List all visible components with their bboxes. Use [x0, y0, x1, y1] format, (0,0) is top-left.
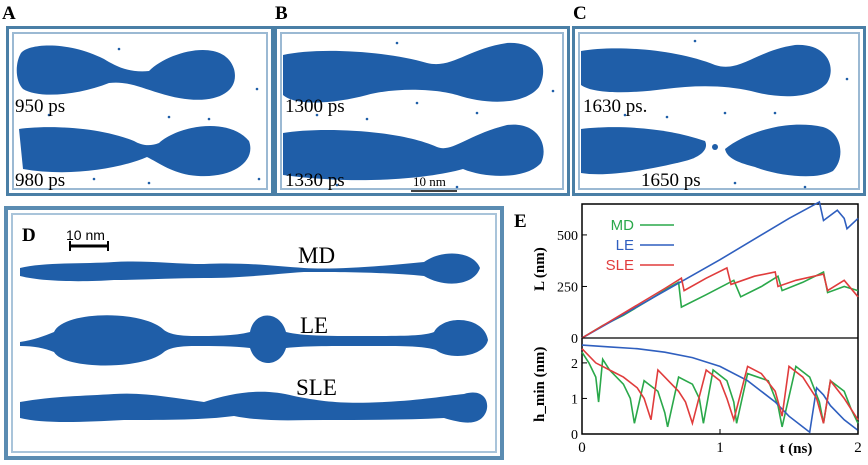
scattered-particles-c	[623, 39, 849, 189]
panel-label-e: E	[514, 211, 527, 232]
legend-label-le: LE	[616, 237, 634, 254]
scale-bar-label-d: 10 nm	[66, 227, 105, 243]
time-label-c-bottom: 1650 ps	[641, 170, 701, 191]
panel-b-frame: 1300 ps 1330 ps 10 nm	[274, 26, 570, 196]
scattered-particles-a	[47, 47, 261, 185]
row-label-md: MD	[298, 243, 336, 268]
time-label-b-top: 1300 ps	[285, 96, 345, 117]
panel-a-frame: 950 ps 980 ps	[6, 26, 274, 196]
xtick-label: 0	[578, 440, 586, 456]
panel-label-c: C	[573, 3, 587, 24]
panel-e-charts: 0 250 500 0 1 2 0 1 2 L (nm) h_min (nm) t (ns) MD LE S…	[532, 200, 862, 457]
time-label-a-bottom: 980 ps	[15, 170, 66, 191]
profile-le	[20, 315, 488, 366]
row-label-le: LE	[300, 313, 329, 338]
droplet-a-top	[16, 45, 235, 100]
panel-d-profiles	[20, 241, 488, 423]
droplet-a-bottom	[19, 126, 251, 177]
length-series-md	[581, 270, 859, 339]
profile-sle	[20, 391, 488, 423]
droplet-c-top	[581, 44, 831, 97]
ytick-label-bottom: 1	[571, 392, 578, 407]
panel-c-snapshots	[581, 39, 849, 189]
xlabel: t (ns)	[779, 441, 812, 457]
time-label-c-top: 1630 ps.	[583, 96, 648, 117]
ylabel-top: L (nm)	[532, 247, 548, 291]
panel-a-snapshots	[16, 45, 261, 185]
panel-b-snapshots	[283, 41, 555, 192]
hmin-series-sle	[581, 348, 859, 427]
time-label-a-top: 950 ps	[15, 96, 66, 117]
panel-label-a: A	[2, 3, 16, 24]
droplet-c-left-bottom	[581, 127, 707, 175]
droplet-c-right-bottom	[725, 124, 841, 177]
xtick-label: 1	[716, 440, 724, 456]
panel-label-d: D	[22, 225, 36, 246]
ylabel-bottom: h_min (nm)	[532, 347, 548, 422]
legend-label-sle: SLE	[606, 257, 634, 274]
length-series-sle	[581, 266, 859, 339]
length-series-le	[581, 200, 859, 339]
ytick-label-bottom: 0	[571, 428, 578, 443]
panel-label-b: B	[275, 3, 288, 24]
time-label-b-bottom: 1330 ps	[285, 170, 345, 191]
droplet-b-bottom	[283, 124, 544, 181]
panel-c-frame: 1630 ps. 1650 ps	[572, 26, 866, 196]
droplet-b-top	[283, 42, 544, 103]
ytick-label-top: 500	[557, 229, 578, 244]
scale-bar-label-b: 10 nm	[413, 174, 446, 189]
legend-label-md: MD	[611, 217, 634, 234]
row-label-sle: SLE	[296, 375, 337, 400]
ytick-label-top: 0	[571, 332, 578, 347]
scattered-particles-b	[315, 41, 555, 189]
xtick-label: 2	[854, 440, 862, 456]
ytick-label-top: 250	[557, 280, 578, 295]
profile-md	[20, 253, 480, 284]
hmin-series-le	[581, 344, 859, 434]
ytick-label-bottom: 2	[571, 357, 578, 372]
